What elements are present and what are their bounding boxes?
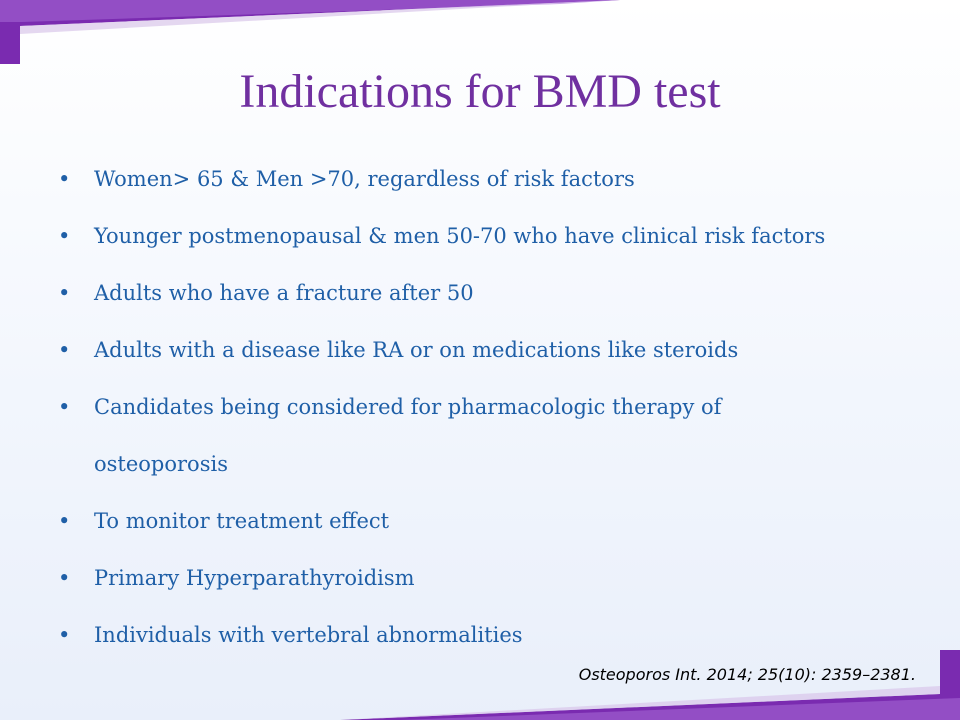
bullet-item: • Women> 65 & Men >70, regardless of ris…	[58, 151, 918, 208]
bullet-text: Adults with a disease like RA or on medi…	[94, 338, 739, 362]
citation: Osteoporos Int. 2014; 25(10): 2359–2381.	[578, 665, 916, 684]
bullet-text: Individuals with vertebral abnormalities	[94, 623, 523, 647]
bullet-item: • Younger postmenopausal & men 50-70 who…	[58, 208, 918, 265]
bullet-list: • Women> 65 & Men >70, regardless of ris…	[58, 151, 918, 664]
bullet-icon: •	[58, 338, 71, 362]
bullet-text: Adults who have a fracture after 50	[94, 281, 474, 305]
bullet-text: Women> 65 & Men >70, regardless of risk …	[94, 167, 635, 191]
bullet-text: Candidates being considered for pharmaco…	[94, 395, 722, 476]
slide-title: Indications for BMD test	[239, 65, 721, 118]
bullet-icon: •	[58, 281, 71, 305]
bullet-item: • Individuals with vertebral abnormaliti…	[58, 607, 918, 664]
bottom-right-corner-decoration	[340, 650, 960, 720]
bullet-text: Primary Hyperparathyroidism	[94, 566, 415, 590]
bullet-icon: •	[58, 623, 71, 647]
bullet-text: To monitor treatment effect	[94, 509, 390, 533]
bullet-icon: •	[58, 566, 71, 590]
bullet-item: • Adults with a disease like RA or on me…	[58, 322, 918, 379]
bullet-item: • To monitor treatment effect	[58, 493, 918, 550]
bullet-item: • Adults who have a fracture after 50	[58, 265, 918, 322]
bullet-icon: •	[58, 509, 71, 533]
bullet-text: Younger postmenopausal & men 50-70 who h…	[94, 224, 826, 248]
bullet-icon: •	[58, 395, 71, 419]
bullet-item: • Primary Hyperparathyroidism	[58, 550, 918, 607]
bullet-icon: •	[58, 167, 71, 191]
top-left-corner-decoration	[0, 0, 620, 64]
bullet-item: • Candidates being considered for pharma…	[58, 379, 918, 493]
bullet-icon: •	[58, 224, 71, 248]
